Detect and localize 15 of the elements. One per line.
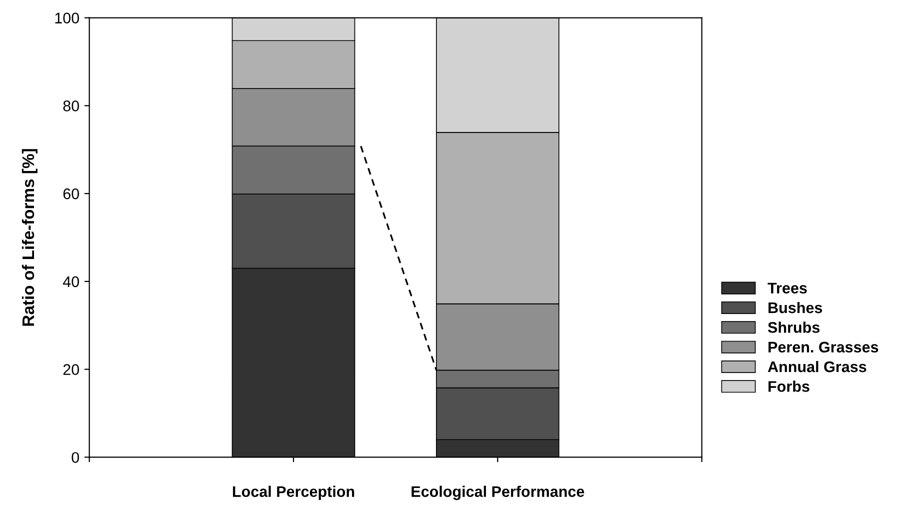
y-tick-label: 100: [55, 12, 80, 24]
legend-label: Forbs: [768, 380, 810, 392]
y-axis-title: Ratio of Life-forms [%]: [22, 149, 38, 326]
y-tick-label: 40: [62, 276, 80, 288]
legend-label: Shrubs: [768, 322, 820, 333]
y-tick-label: 0: [72, 452, 80, 463]
legend-label: Annual Grass: [768, 360, 866, 372]
x-tick-label: Ecological Performance: [412, 486, 584, 500]
y-tick-label: 20: [63, 364, 80, 375]
legend-label: Trees: [768, 282, 807, 294]
legend-label: Bushes: [768, 302, 822, 314]
y-tick-label: 60: [63, 188, 80, 200]
legend-label: Peren. Grasses: [768, 342, 878, 353]
y-tick-label: 80: [63, 100, 80, 112]
x-tick-label: Local Perception: [232, 486, 354, 500]
